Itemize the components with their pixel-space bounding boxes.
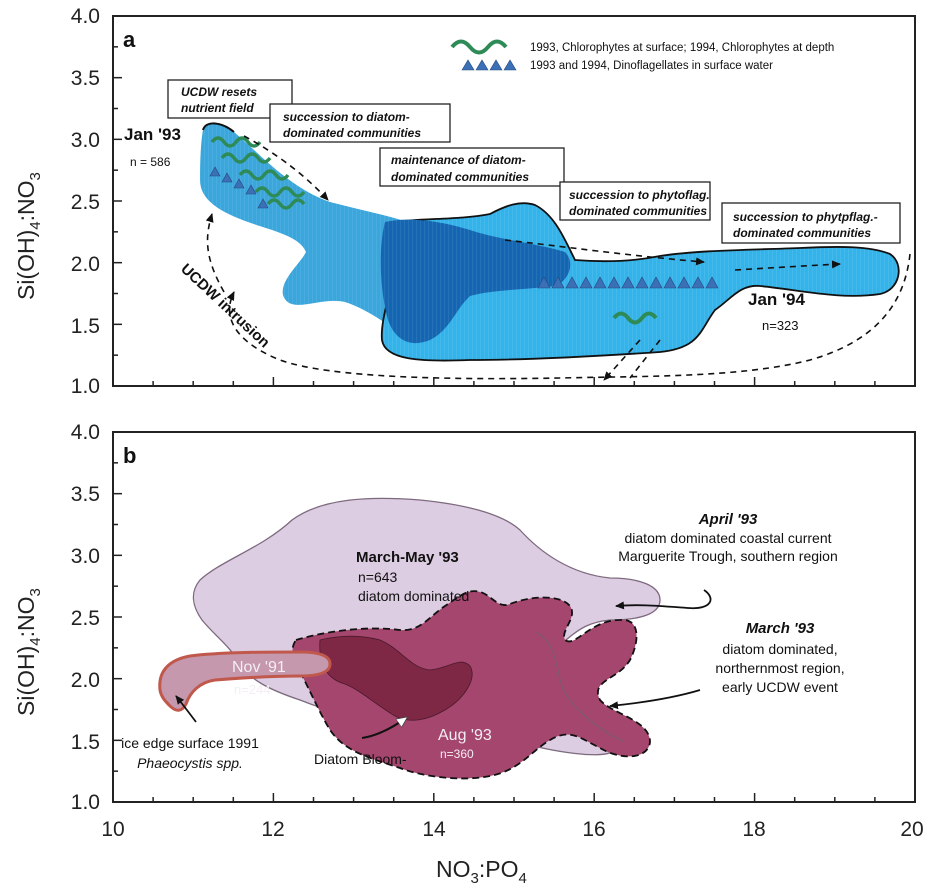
region-overlap-b bbox=[319, 635, 473, 721]
svg-text:14: 14 bbox=[422, 818, 446, 841]
panel-b: b March-May '93 n=643 diatom dominated A… bbox=[13, 421, 924, 887]
pointer-arrows-b bbox=[175, 589, 712, 723]
label-aug93: Aug '93 bbox=[438, 727, 492, 744]
svg-text:maintenance of diatom-: maintenance of diatom- bbox=[391, 153, 526, 167]
svg-text:2.0: 2.0 bbox=[71, 253, 100, 276]
svg-text:succession to diatom-: succession to diatom- bbox=[283, 110, 410, 124]
triangle-legend-icon bbox=[461, 59, 517, 71]
svg-text:dominated communities: dominated communities bbox=[733, 226, 871, 240]
svg-text:3.5: 3.5 bbox=[71, 483, 100, 506]
svg-text:3.0: 3.0 bbox=[71, 545, 100, 568]
ylabel-b: Si(OH)4:NO3 bbox=[13, 588, 44, 716]
svg-text:nutrient field: nutrient field bbox=[181, 101, 254, 115]
svg-text:dominated communities: dominated communities bbox=[391, 170, 529, 184]
panel-a: a bbox=[13, 5, 916, 398]
svg-text:4.0: 4.0 bbox=[71, 421, 100, 444]
box-succession-phytpflag: succession to phytpflag.- dominated comm… bbox=[721, 202, 901, 244]
label-n323: n=323 bbox=[762, 318, 799, 333]
dinoflagellate-triangles-1994 bbox=[537, 276, 719, 289]
label-march: March '93 bbox=[746, 620, 815, 637]
svg-text:dominated communities: dominated communities bbox=[283, 126, 421, 140]
legend-triangle-label: 1993 and 1994, Dinoflagellates in surfac… bbox=[530, 60, 773, 72]
label-n360: n=360 bbox=[440, 747, 474, 761]
panel-b-letter: b bbox=[123, 443, 136, 468]
box-succession-diatom: succession to diatom- dominated communit… bbox=[269, 103, 451, 143]
succession-arrows bbox=[205, 135, 911, 381]
label-jan94: Jan '94 bbox=[748, 290, 806, 309]
svg-text:succession to phytoflag.: succession to phytoflag. bbox=[569, 188, 710, 202]
svg-text:1.0: 1.0 bbox=[71, 791, 100, 814]
svg-text:3.5: 3.5 bbox=[71, 67, 100, 90]
label-jan93: Jan '93 bbox=[124, 125, 181, 144]
legend-a: 1993, Chlorophytes at surface; 1994, Chl… bbox=[450, 39, 834, 72]
svg-text:2.5: 2.5 bbox=[71, 607, 100, 630]
label-april: April '93 bbox=[698, 511, 758, 528]
label-marchmay: March-May '93 bbox=[356, 549, 459, 566]
ylabel-a: Si(OH)4:NO3 bbox=[13, 172, 44, 300]
label-diatom-dominated: diatom dominated bbox=[358, 588, 469, 604]
label-diatom-bloom: Diatom Bloom- bbox=[314, 751, 407, 767]
box-succession-phytoflag: succession to phytoflag. dominated commu… bbox=[559, 181, 711, 221]
label-nov91: Nov '91 bbox=[232, 659, 286, 676]
label-n643: n=643 bbox=[358, 569, 398, 585]
label-april-l1: diatom dominated coastal current bbox=[625, 530, 832, 546]
label-march-l3: early UCDW event bbox=[722, 679, 838, 695]
svg-text:16: 16 bbox=[582, 818, 605, 841]
svg-text:18: 18 bbox=[742, 818, 765, 841]
xlabel-b: NO3:PO4 bbox=[436, 856, 527, 887]
label-ucdw-intrusion: UCDW intrusion bbox=[177, 260, 273, 351]
svg-text:4.0: 4.0 bbox=[71, 5, 100, 28]
dinoflagellate-triangles-1993 bbox=[209, 166, 269, 209]
svg-text:12: 12 bbox=[261, 818, 284, 841]
label-n244: n=244 bbox=[234, 682, 271, 697]
svg-text:1.5: 1.5 bbox=[71, 315, 100, 338]
diatom-bloom-arrow bbox=[361, 718, 406, 739]
chlorophyte-wave-1994 bbox=[612, 311, 658, 325]
region-nov91 bbox=[158, 650, 332, 712]
chlorophyte-wave-1993 bbox=[210, 136, 306, 210]
svg-text:2.5: 2.5 bbox=[71, 191, 100, 214]
box-maintenance-diatom: maintenance of diatom- dominated communi… bbox=[379, 147, 565, 187]
svg-text:10: 10 bbox=[101, 818, 124, 841]
panel-a-letter: a bbox=[123, 27, 136, 52]
label-april-l2: Marguerite Trough, southern region bbox=[618, 548, 837, 564]
tick-marks bbox=[112, 15, 916, 803]
svg-text:3.0: 3.0 bbox=[71, 129, 100, 152]
axis-ticks-a: 4.0 3.5 3.0 2.5 2.0 1.5 1.0 bbox=[71, 5, 100, 398]
label-march-l1: diatom dominated, bbox=[722, 641, 837, 657]
label-n586: n = 586 bbox=[130, 155, 171, 169]
svg-text:1.5: 1.5 bbox=[71, 731, 100, 754]
svg-text:UCDW resets: UCDW resets bbox=[181, 85, 257, 99]
svg-text:20: 20 bbox=[900, 818, 923, 841]
label-phaeocystis: Phaeocystis spp. bbox=[137, 755, 243, 771]
svg-text:dominated communities: dominated communities bbox=[569, 204, 707, 218]
svg-text:succession to phytpflag.-: succession to phytpflag.- bbox=[733, 210, 878, 224]
svg-text:1.0: 1.0 bbox=[71, 375, 100, 398]
axis-ticks-b: 4.0 3.5 3.0 2.5 2.0 1.5 1.0 10 12 14 16 … bbox=[71, 421, 924, 841]
label-ice-edge: ice edge surface 1991 bbox=[121, 735, 259, 751]
wave-legend-icon bbox=[450, 39, 508, 55]
legend-wave-label: 1993, Chlorophytes at surface; 1994, Chl… bbox=[530, 42, 834, 54]
svg-text:2.0: 2.0 bbox=[71, 669, 100, 692]
box-ucdw-resets: UCDW resets nutrient field bbox=[167, 79, 293, 119]
label-march-l2: northernmost region, bbox=[715, 660, 844, 676]
